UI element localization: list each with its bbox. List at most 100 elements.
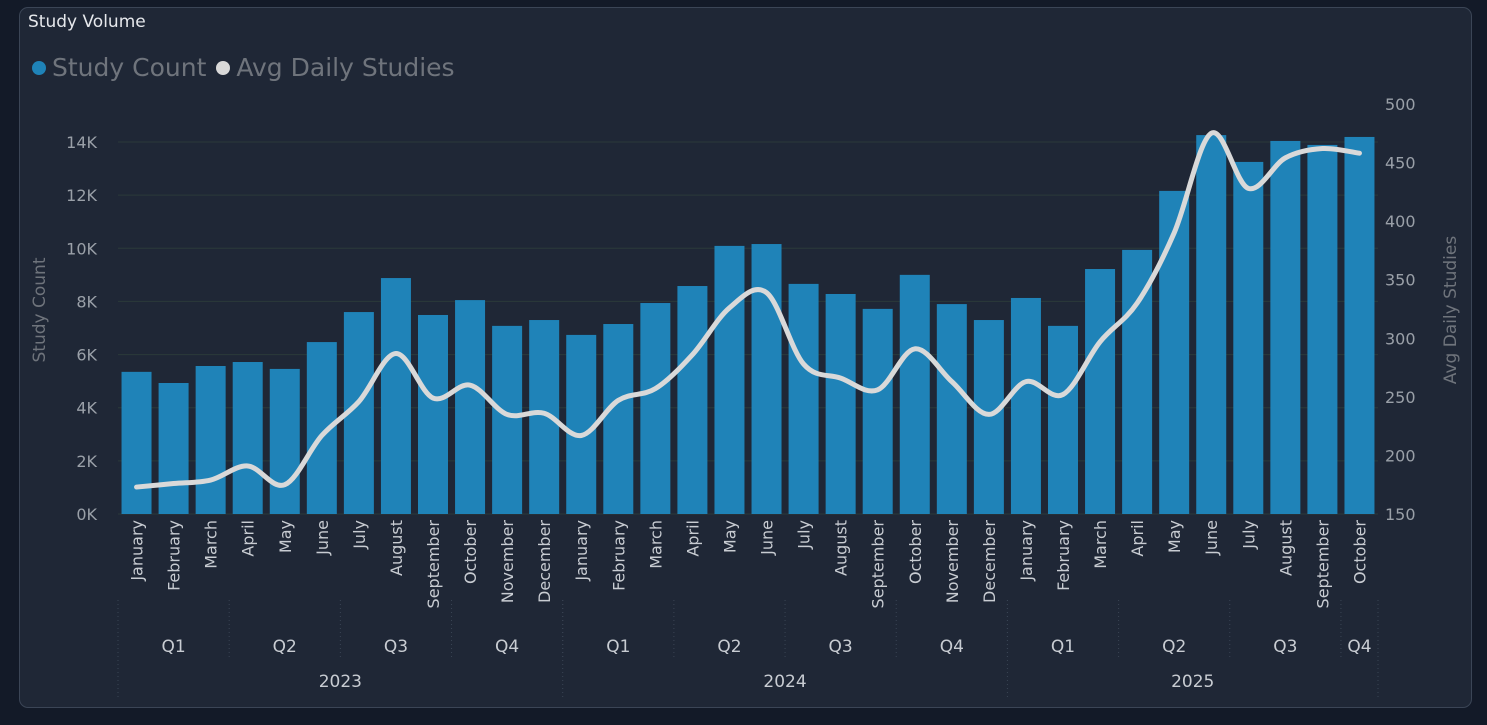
x-quarter-label: Q2 (717, 637, 741, 657)
bar-study-count (455, 300, 486, 514)
x-year-label: 2025 (1171, 672, 1214, 692)
bar-study-count (158, 383, 189, 514)
x-quarter-label: Q2 (1162, 637, 1186, 657)
y2-tick-label: 200 (1385, 446, 1416, 465)
y2-tick-label: 250 (1385, 388, 1416, 407)
x-quarter-label: Q1 (606, 637, 630, 657)
bar-study-count (121, 371, 152, 514)
x-month-label: September (424, 520, 443, 609)
y-tick-label: 10K (66, 239, 97, 258)
bar-study-count (677, 286, 708, 514)
x-month-label: December (535, 520, 554, 603)
x-month-label: January (128, 520, 147, 582)
legend-label: Study Count (52, 53, 207, 82)
x-quarter-label: Q4 (1347, 637, 1371, 657)
x-month-label: March (1091, 520, 1110, 569)
x-quarter-label: Q2 (273, 637, 297, 657)
bar-study-count (899, 274, 930, 514)
y2-tick-label: 500 (1385, 95, 1416, 114)
x-month-label: July (795, 520, 814, 550)
x-year-label: 2023 (319, 672, 362, 692)
x-month-label: September (1313, 520, 1332, 609)
x-month-label: February (165, 520, 184, 591)
x-month-label: May (1165, 520, 1184, 553)
x-quarter-label: Q1 (1051, 637, 1075, 657)
chart-panel (19, 7, 1472, 708)
bar-study-count (195, 365, 226, 514)
x-month-label: August (1276, 520, 1295, 576)
x-month-label: April (239, 520, 258, 557)
y2-tick-label: 400 (1385, 212, 1416, 231)
bar-study-count (973, 320, 1004, 514)
bar-study-count (1233, 161, 1264, 514)
x-month-label: May (276, 520, 295, 553)
legend-item-study-count[interactable]: Study Count (32, 53, 206, 82)
bar-study-count (714, 245, 745, 514)
y2-axis-title: Avg Daily Studies (1441, 236, 1461, 385)
y-tick-label: 2K (76, 452, 97, 471)
chart-title: Study Volume (28, 12, 146, 32)
x-quarter-label: Q1 (161, 637, 185, 657)
x-quarter-label: Q3 (384, 637, 408, 657)
x-month-label: February (1054, 520, 1073, 591)
x-month-label: April (683, 520, 702, 557)
bar-study-count (1307, 144, 1338, 514)
bar-study-count (1196, 135, 1227, 514)
x-year-label: 2024 (763, 672, 806, 692)
line-avg-daily-studies (134, 130, 1362, 490)
bar-study-count (1048, 325, 1078, 514)
legend-label: Avg Daily Studies (236, 53, 455, 82)
y-tick-label: 6K (76, 346, 97, 365)
bar-study-count (380, 278, 411, 514)
x-month-label: November (943, 520, 962, 604)
bar-study-count (418, 314, 448, 514)
legend-item-avg-daily[interactable]: Avg Daily Studies (216, 53, 455, 82)
x-month-label: July (1239, 520, 1258, 550)
x-month-label: October (461, 520, 480, 584)
x-month-label: August (387, 520, 406, 576)
y2-tick-label: 300 (1385, 329, 1416, 348)
y-tick-label: 8K (76, 292, 97, 311)
bar-study-count (1085, 269, 1116, 514)
y2-tick-label: 150 (1385, 505, 1416, 524)
x-month-label: March (202, 520, 221, 569)
bar-study-count (788, 283, 819, 514)
x-month-label: September (869, 520, 888, 609)
x-month-label: February (609, 520, 628, 591)
bar-study-count (603, 324, 634, 514)
bar-study-count (862, 308, 893, 514)
x-month-label: June (758, 520, 777, 556)
x-month-label: January (1017, 520, 1036, 582)
bar-study-count (825, 293, 856, 514)
y2-tick-label: 350 (1385, 271, 1416, 290)
y-tick-label: 0K (76, 505, 97, 524)
x-month-label: October (1350, 520, 1369, 584)
x-month-label: May (720, 520, 739, 553)
x-month-label: October (906, 520, 925, 584)
bar-study-count (1270, 140, 1301, 515)
y2-tick-label: 450 (1385, 154, 1416, 173)
x-quarter-label: Q4 (940, 637, 964, 657)
bar-study-count (269, 368, 300, 514)
bar-study-count (232, 362, 263, 514)
x-quarter-label: Q3 (1273, 637, 1297, 657)
x-month-label: April (1128, 520, 1147, 557)
y-tick-label: 12K (66, 186, 97, 205)
x-month-label: January (572, 520, 591, 582)
legend-marker-icon (32, 60, 46, 75)
bar-study-count (936, 304, 967, 514)
y-axis-title: Study Count (30, 257, 50, 362)
x-quarter-label: Q4 (495, 637, 519, 657)
x-month-label: June (313, 520, 332, 556)
bar-study-count (492, 325, 523, 514)
x-month-label: November (498, 520, 517, 604)
x-month-label: December (980, 520, 999, 603)
bar-study-count (566, 334, 597, 514)
bar-study-count (751, 244, 782, 514)
x-month-label: July (350, 520, 369, 550)
bar-study-count (1010, 297, 1041, 514)
bar-study-count (1159, 190, 1190, 515)
legend: Study Count Avg Daily Studies (32, 53, 465, 82)
bar-study-count (1122, 249, 1153, 514)
x-month-label: June (1202, 520, 1221, 556)
